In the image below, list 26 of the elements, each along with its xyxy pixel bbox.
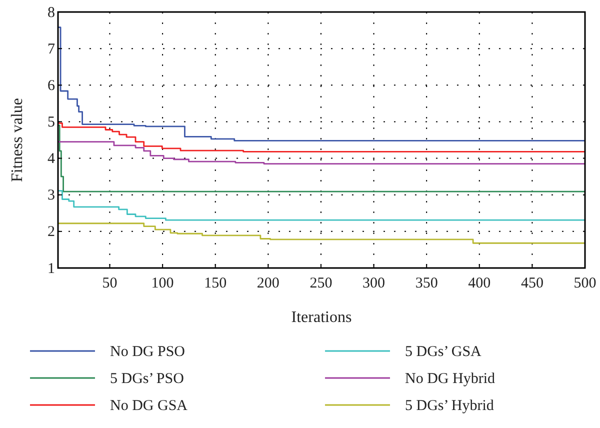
x-tick-label: 300 — [362, 276, 386, 292]
y-tick-label: 5 — [48, 114, 55, 131]
y-tick-label: 6 — [48, 78, 56, 94]
x-tick-label: 100 — [151, 276, 174, 292]
x-tick-label: 350 — [415, 276, 438, 292]
y-axis-title: Fitness value — [9, 98, 26, 182]
x-axis-title: Iterations — [291, 309, 352, 326]
x-tick-label: 50 — [102, 276, 118, 292]
legend-label: 5 DGs’ PSO — [110, 371, 184, 387]
legend-label: No DG GSA — [110, 398, 188, 414]
x-tick-label: 150 — [204, 276, 227, 292]
x-tick-label: 400 — [468, 276, 491, 292]
x-tick-label: 200 — [256, 276, 280, 292]
x-tick-label: 450 — [520, 276, 544, 292]
legend-label: 5 DGs’ GSA — [405, 344, 482, 360]
y-tick-label: 2 — [48, 224, 55, 240]
legend-label: 5 DGs’ Hybrid — [405, 398, 494, 414]
x-tick-label: 500 — [574, 276, 596, 292]
legend-label: No DG Hybrid — [405, 371, 496, 387]
y-tick-label: 8 — [48, 4, 55, 21]
y-tick-label: 1 — [48, 260, 55, 277]
legend-label: No DG PSO — [110, 344, 186, 360]
y-tick-label: 7 — [48, 41, 56, 58]
y-tick-label: 4 — [48, 151, 56, 168]
y-tick-label: 3 — [48, 188, 55, 204]
x-tick-label: 250 — [310, 276, 332, 292]
